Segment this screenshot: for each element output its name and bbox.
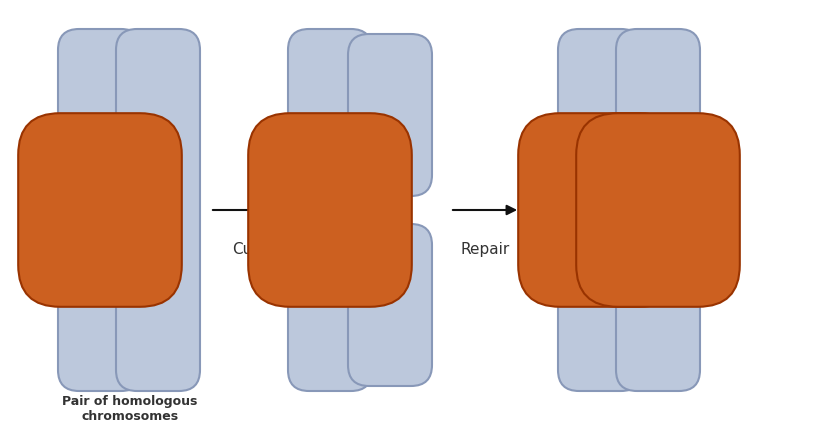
FancyBboxPatch shape [347, 224, 432, 386]
Text: Cut: Cut [232, 242, 258, 257]
FancyBboxPatch shape [116, 29, 200, 391]
FancyBboxPatch shape [557, 29, 641, 391]
FancyBboxPatch shape [518, 113, 681, 307]
FancyBboxPatch shape [288, 29, 371, 391]
FancyBboxPatch shape [58, 29, 141, 391]
FancyBboxPatch shape [576, 113, 739, 307]
FancyBboxPatch shape [615, 29, 699, 391]
Text: Pair of homologous
chromosomes: Pair of homologous chromosomes [62, 395, 198, 423]
FancyBboxPatch shape [248, 113, 411, 307]
Text: Repair: Repair [460, 242, 509, 257]
FancyBboxPatch shape [18, 113, 182, 307]
FancyBboxPatch shape [347, 34, 432, 196]
